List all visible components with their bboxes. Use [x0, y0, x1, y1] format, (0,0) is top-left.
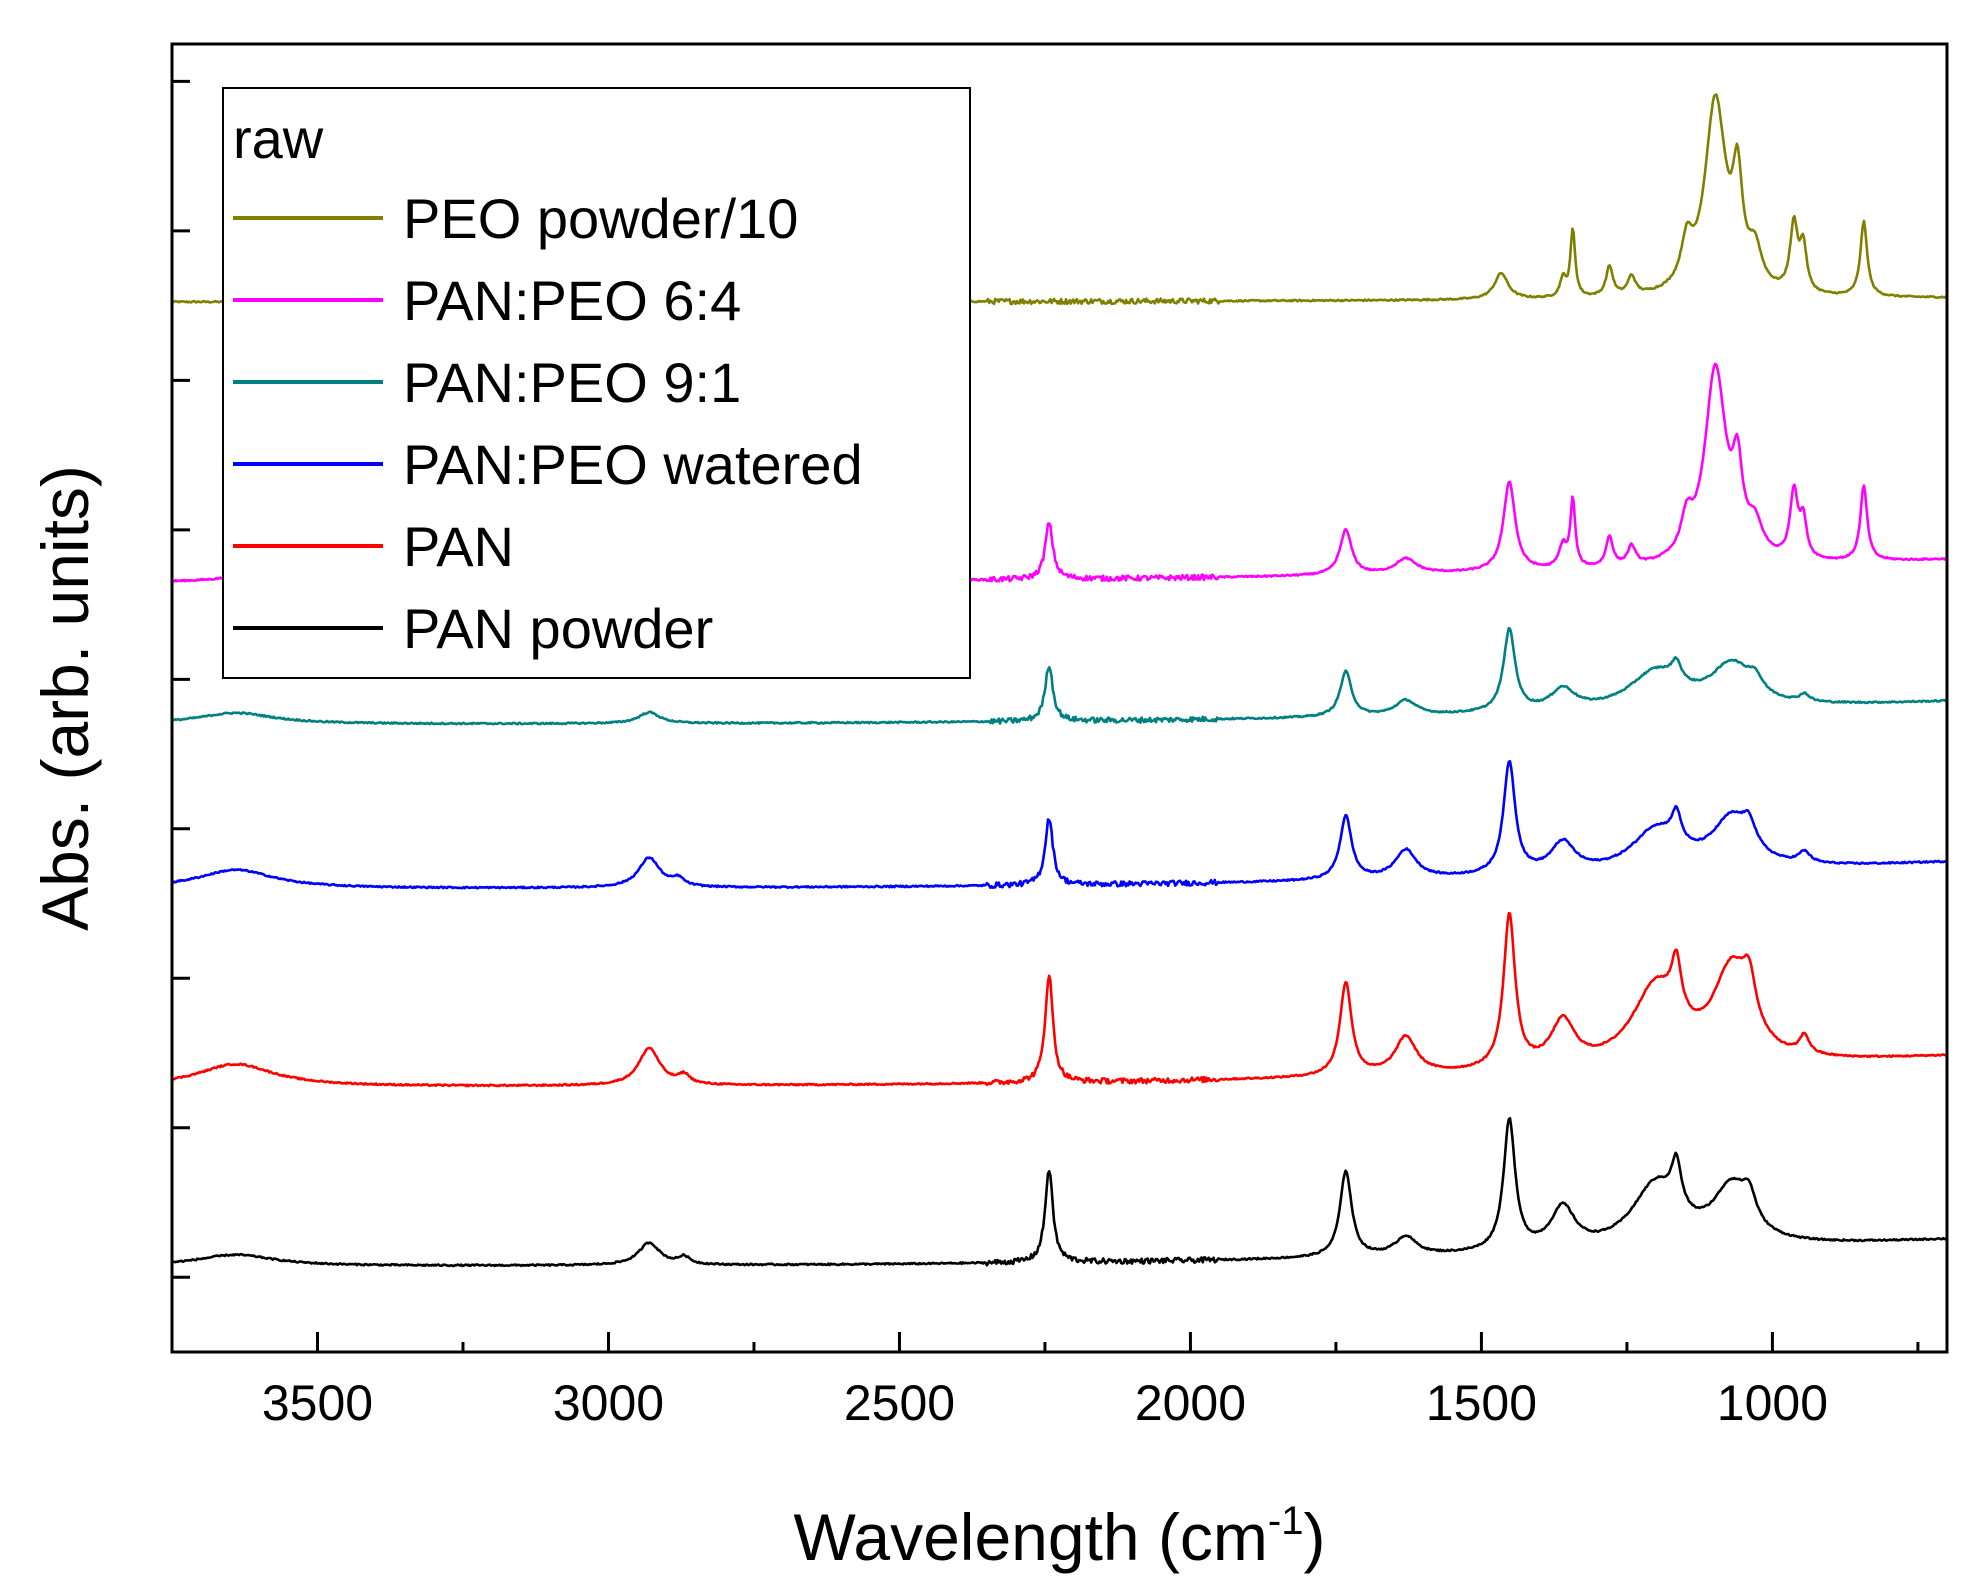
y-axis-label: Abs. (arb. units) — [28, 465, 102, 931]
series-line-5 — [171, 1116, 1948, 1268]
x-axis-label: Wavelength (cm-1) — [794, 1499, 1326, 1574]
series-line-3 — [171, 759, 1948, 890]
x-tick-label: 1000 — [1717, 1375, 1828, 1431]
x-tick-label: 3500 — [262, 1375, 373, 1431]
x-axis-label-main: Wavelength (cm — [794, 1500, 1268, 1574]
legend-entry-label: PAN powder — [403, 597, 713, 660]
x-axis-label-suffix: ) — [1303, 1500, 1325, 1574]
plot-frame — [170, 42, 1949, 1354]
legend: raw PEO powder/10 PAN:PEO 6:4 PAN:PEO 9:1 P… — [222, 87, 971, 679]
series-line-2 — [171, 626, 1948, 726]
legend-entry-label: PAN:PEO watered — [403, 433, 863, 496]
legend-entry-label: PEO powder/10 — [403, 187, 798, 250]
ticks-layer: 3500 3000 2500 2000 1500 1000 — [170, 79, 1920, 1431]
legend-entry-label: PAN:PEO 9:1 — [403, 351, 741, 414]
x-tick-label: 2000 — [1135, 1375, 1246, 1431]
legend-entry-label: PAN — [403, 515, 514, 578]
legend-entry-label: PAN:PEO 6:4 — [403, 269, 741, 332]
x-tick-label: 2500 — [844, 1375, 955, 1431]
x-tick-label: 1500 — [1426, 1375, 1537, 1431]
legend-title: raw — [233, 107, 324, 170]
x-axis-label-superscript: -1 — [1268, 1499, 1304, 1543]
series-line-4 — [171, 911, 1948, 1088]
x-tick-label: 3000 — [553, 1375, 664, 1431]
